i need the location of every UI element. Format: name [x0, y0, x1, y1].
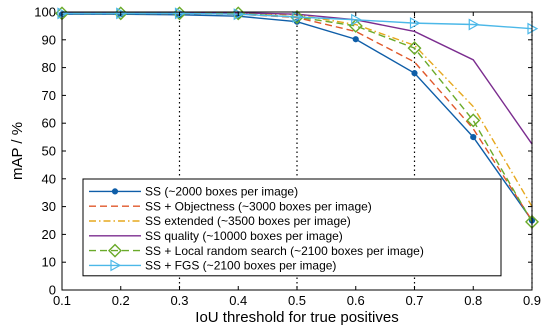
- series-line: [62, 11, 533, 207]
- data-point: [409, 17, 421, 30]
- series-2: [62, 11, 533, 207]
- legend-label: SS + Objectness (~3000 boxes per image): [145, 199, 372, 213]
- data-point: [108, 243, 122, 258]
- data-point: [470, 134, 477, 141]
- y-axis-title: mAP / %: [9, 122, 26, 180]
- y-tick-label: 60: [42, 116, 56, 131]
- y-tick-label: 30: [42, 199, 56, 214]
- legend-label: SS extended (~3500 boxes per image): [145, 214, 351, 228]
- legend: SS (~2000 boxes per image)SS + Objectnes…: [82, 178, 502, 277]
- x-tick-label: 0.1: [53, 293, 71, 308]
- x-tick-label: 0.9: [523, 293, 541, 308]
- y-tick-label: 0: [49, 283, 56, 298]
- data-point: [468, 18, 480, 31]
- legend-item: SS (~2000 boxes per image): [89, 185, 298, 199]
- y-tick-label: 20: [42, 227, 56, 242]
- data-point: [352, 36, 359, 43]
- data-point: [111, 188, 119, 195]
- legend-label: SS + Local random search (~2100 boxes pe…: [145, 244, 424, 258]
- legend-label: SS (~2000 boxes per image): [145, 185, 298, 199]
- legend-box: [82, 178, 502, 277]
- x-tick-label: 0.7: [405, 293, 423, 308]
- y-tick-label: 70: [42, 88, 56, 103]
- data-point: [351, 13, 362, 26]
- legend-item: SS + FGS (~2100 boxes per image): [89, 259, 336, 273]
- x-tick-label: 0.4: [229, 293, 247, 308]
- y-tick-label: 90: [42, 32, 56, 47]
- legend-item: SS + Local random search (~2100 boxes pe…: [89, 243, 424, 258]
- data-point: [110, 259, 122, 272]
- y-tick-label: 80: [42, 60, 56, 75]
- x-tick-label: 0.5: [288, 293, 306, 308]
- y-tick-label: 40: [42, 171, 56, 186]
- x-tick-label: 0.8: [464, 293, 482, 308]
- legend-label: SS + FGS (~2100 boxes per image): [145, 259, 336, 273]
- axes: 0.1 0.2 0.3 0.4 0.5 0.6 0.7 0.8 0.9 0 10 20 30 40 50 60…: [34, 5, 541, 309]
- data-point: [411, 70, 418, 77]
- series-line: [62, 12, 533, 30]
- y-tick-label: 50: [42, 144, 56, 159]
- legend-item: SS + Objectness (~3000 boxes per image): [89, 199, 372, 213]
- x-axis-title: IoU threshold for true positives: [195, 309, 398, 326]
- x-tick-label: 0.2: [112, 293, 130, 308]
- y-tick-label: 10: [42, 255, 56, 270]
- legend-label: SS quality (~10000 boxes per image): [145, 229, 343, 243]
- x-tick-label: 0.3: [170, 293, 188, 308]
- x-tick-label: 0.6: [347, 293, 365, 308]
- data-point: [407, 41, 422, 56]
- series-lines: [55, 6, 539, 229]
- data-point: [466, 113, 481, 128]
- y-tick-label: 100: [34, 5, 56, 20]
- legend-item: SS quality (~10000 boxes per image): [89, 229, 343, 243]
- legend-item: SS extended (~3500 boxes per image): [89, 214, 351, 228]
